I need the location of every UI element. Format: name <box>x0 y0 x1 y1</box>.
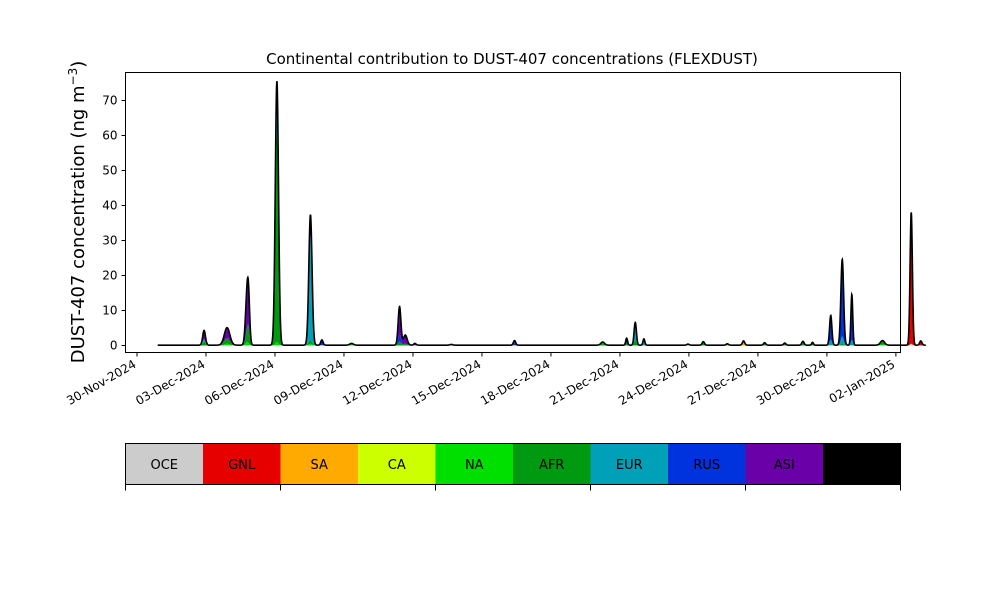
legend-swatch-oce <box>125 443 203 485</box>
legend-swatch-eur <box>590 443 668 485</box>
y-tick-label: 10 <box>102 304 117 318</box>
legend-label-sa: SA <box>311 458 328 473</box>
x-tick-label: 02-Jan-2025 <box>827 357 898 406</box>
x-tick-label: 30-Nov-2024 <box>64 357 138 408</box>
x-tick-label: 27-Dec-2024 <box>685 357 759 408</box>
y-axis-label: DUST-407 concentration (ng m−3) <box>66 61 89 364</box>
plot-frame <box>125 72 901 353</box>
legend-swatch-ca <box>358 443 436 485</box>
legend-swatch-gnl <box>203 443 281 485</box>
legend-swatch-rus <box>668 443 746 485</box>
legend-label-eur: EUR <box>616 458 643 473</box>
legend-label-ca: CA <box>388 458 406 473</box>
area-aus <box>157 81 926 346</box>
x-tick-label: 15-Dec-2024 <box>409 357 483 408</box>
legend-label-aus: AUS <box>848 458 875 473</box>
legend-label-afr: AFR <box>539 458 564 473</box>
y-tick-label: 30 <box>102 234 117 248</box>
legend-swatch-afr <box>513 443 591 485</box>
x-tick-label: 18-Dec-2024 <box>478 357 552 408</box>
legend: OCE GNL SA CA NA AFR EUR RUS ASI AUS <box>125 443 901 491</box>
y-tick-label: 0 <box>110 339 118 353</box>
legend-label-na: NA <box>465 458 484 473</box>
x-tick-label: 24-Dec-2024 <box>616 357 690 408</box>
legend-swatch-sa <box>280 443 358 485</box>
area-asi <box>157 81 926 346</box>
area-rus <box>157 89 926 346</box>
x-tick-label: 21-Dec-2024 <box>547 357 621 408</box>
y-tick-label: 20 <box>102 269 117 283</box>
stacked-areas <box>157 81 926 346</box>
legend-label-rus: RUS <box>693 458 720 473</box>
legend-frame <box>125 443 901 485</box>
y-tick-label: 70 <box>102 94 117 108</box>
x-tick-label: 06-Dec-2024 <box>202 357 276 408</box>
x-tick-label: 30-Dec-2024 <box>754 357 828 408</box>
y-tick-label: 60 <box>102 129 117 143</box>
legend-label-oce: OCE <box>150 458 178 473</box>
chart-title: Continental contribution to DUST-407 con… <box>266 50 758 68</box>
total-concentration-line <box>157 81 926 346</box>
x-tick-label: 09-Dec-2024 <box>271 357 345 408</box>
legend-swatch-aus <box>823 443 901 485</box>
y-tick-label: 50 <box>102 164 117 178</box>
x-tick-label: 03-Dec-2024 <box>133 357 207 408</box>
x-tick-label: 12-Dec-2024 <box>340 357 414 408</box>
y-tick-label: 40 <box>102 199 117 213</box>
legend-swatch-na <box>435 443 513 485</box>
legend-swatch-asi <box>745 443 823 485</box>
legend-label-gnl: GNL <box>228 458 256 473</box>
legend-label-asi: ASI <box>774 458 795 473</box>
y-axis: 0 10 20 30 40 50 60 70 <box>102 94 126 353</box>
x-axis: 30-Nov-202403-Dec-202406-Dec-202409-Dec-… <box>64 352 898 408</box>
